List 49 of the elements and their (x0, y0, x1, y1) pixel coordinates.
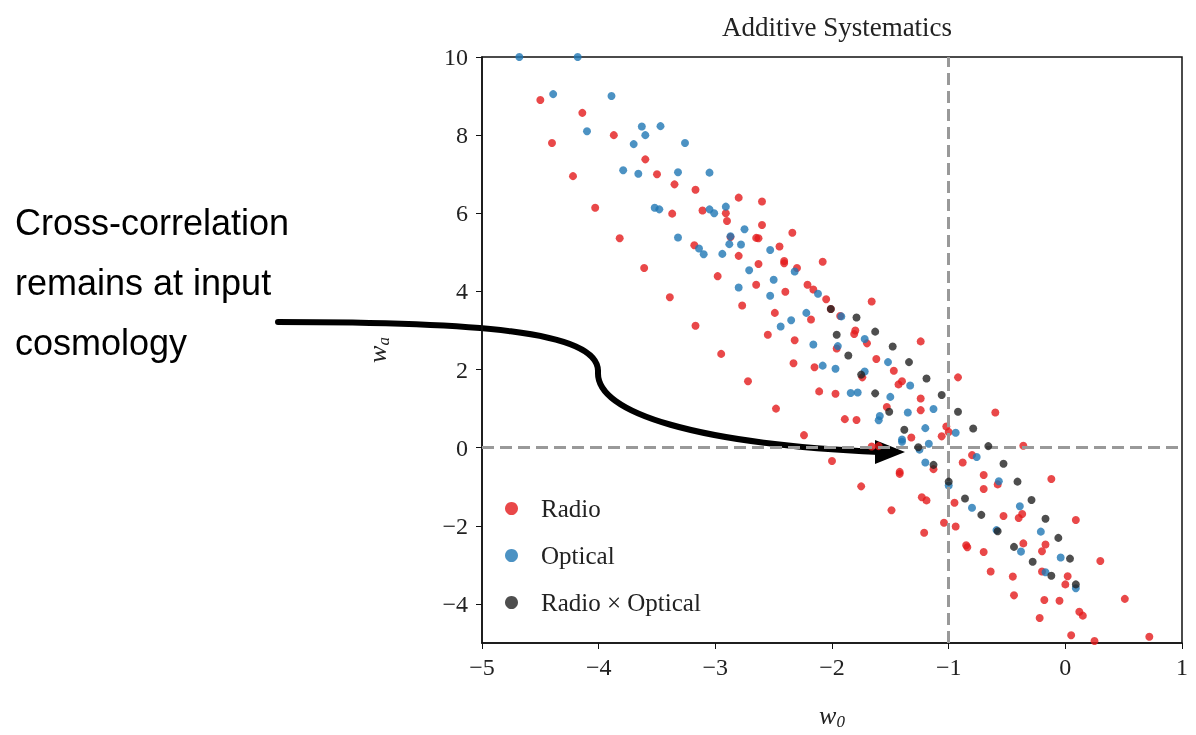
x-tick-label: −4 (585, 654, 612, 680)
x-tick-label: −5 (469, 654, 495, 680)
x-tick-label: 0 (1059, 654, 1072, 680)
y-tick-label: 8 (456, 122, 468, 149)
point (1013, 477, 1022, 486)
point (977, 510, 986, 519)
y-tick-label: −4 (442, 590, 468, 617)
point (999, 459, 1008, 468)
y-tick-label: 0 (456, 434, 468, 461)
point (852, 313, 861, 322)
x-tick-label: 1 (1176, 654, 1188, 680)
point (1041, 514, 1050, 523)
legend-label: Optical (541, 542, 615, 569)
point (1047, 571, 1056, 580)
point (944, 477, 953, 486)
point (961, 494, 969, 503)
point (1054, 533, 1063, 542)
point (969, 424, 978, 433)
point (954, 407, 962, 416)
y-tick-label: 6 (456, 200, 468, 227)
text: Cross-correlation remains at input cosmology (15, 201, 300, 363)
point (905, 358, 913, 367)
y-tick-label: 10 (444, 44, 468, 70)
point (937, 390, 946, 399)
y-tick-label: 4 (456, 278, 468, 305)
point (922, 374, 931, 383)
y-axis-title: wa (363, 337, 393, 363)
chart-title: Additive Systematics (721, 11, 953, 42)
point (1071, 580, 1080, 589)
point (888, 342, 897, 351)
point (832, 330, 841, 339)
point (900, 425, 909, 434)
point (984, 442, 993, 451)
y-tick-label: 2 (456, 356, 468, 383)
x-tick-label: −1 (935, 654, 962, 680)
legend-label: Radio (541, 495, 601, 522)
point (1010, 542, 1018, 551)
point (1066, 554, 1074, 563)
point (871, 389, 880, 398)
point (885, 407, 894, 416)
point (1027, 496, 1036, 505)
point (1028, 557, 1037, 566)
x-tick-label: −3 (702, 654, 729, 680)
y-tick-label: −2 (442, 512, 468, 539)
x-tick-label: −2 (819, 654, 845, 680)
legend-label: Radio × Optical (541, 589, 701, 616)
point (844, 351, 853, 360)
point (871, 327, 880, 336)
point (929, 460, 938, 469)
